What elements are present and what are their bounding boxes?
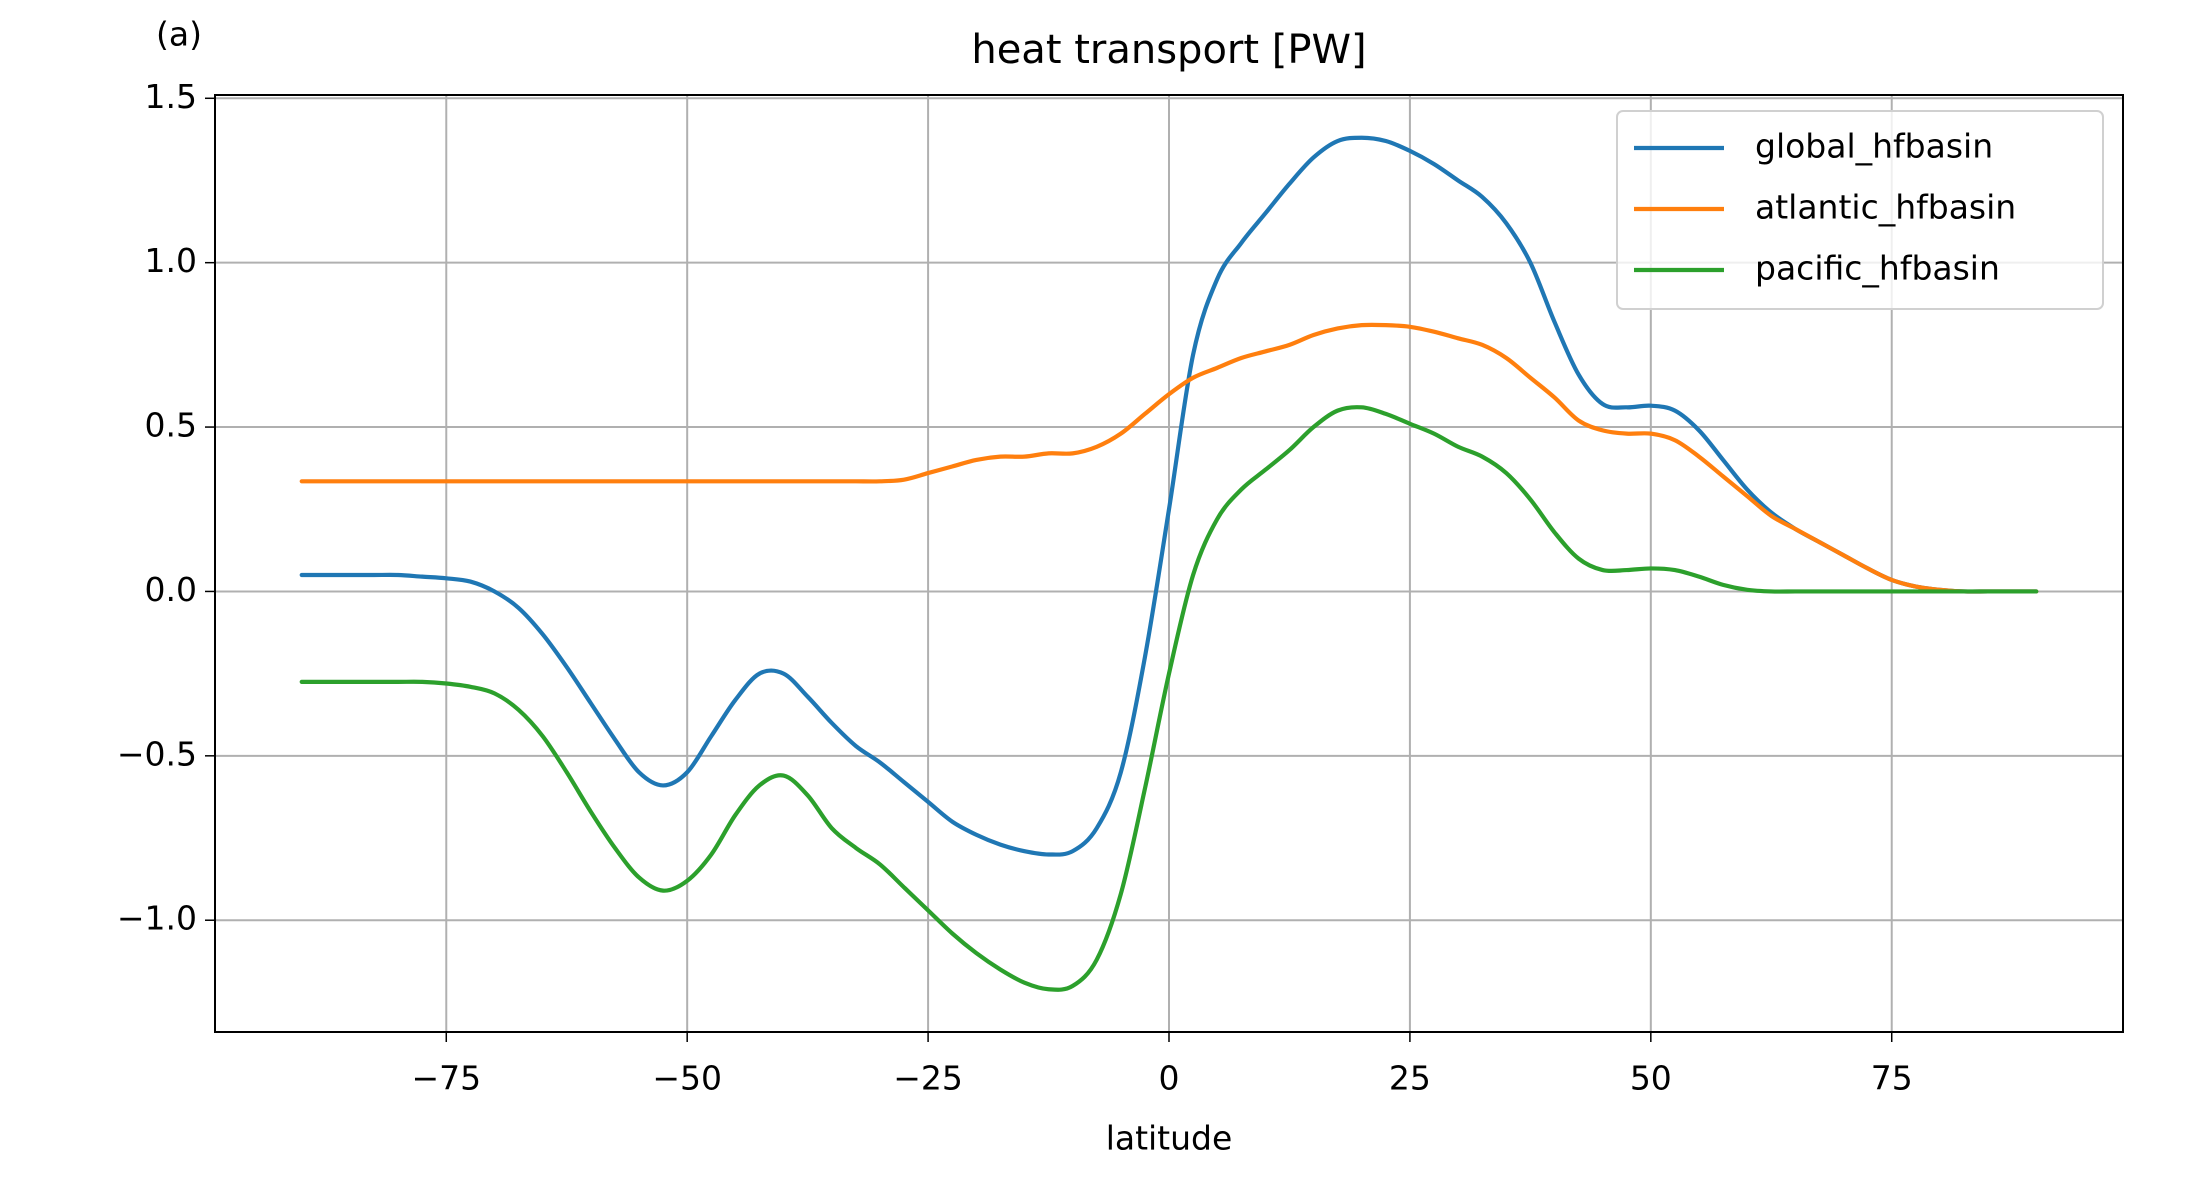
chart-title: heat transport [PW] — [971, 27, 1366, 73]
y-tick-label: −0.5 — [117, 734, 197, 773]
series-line — [299, 405, 2039, 992]
x-tick-label: −25 — [893, 1059, 963, 1098]
x-tick-label: −50 — [652, 1059, 722, 1098]
legend-label: pacific_hfbasin — [1755, 249, 2000, 288]
x-tick-label: 25 — [1389, 1059, 1431, 1098]
y-tick-label: 0.0 — [145, 570, 197, 609]
x-tick-label: −75 — [411, 1059, 481, 1098]
x-axis-label: latitude — [1106, 1119, 1233, 1158]
panel-label: (a) — [156, 15, 202, 54]
y-tick-label: −1.0 — [117, 899, 197, 938]
y-tick-label: 1.0 — [145, 241, 197, 280]
legend-label: global_hfbasin — [1755, 127, 1993, 166]
y-tick-label: 1.5 — [145, 77, 197, 116]
y-tick-label: 0.5 — [145, 406, 197, 445]
x-tick-label: 50 — [1630, 1059, 1672, 1098]
x-tick-label: 75 — [1871, 1059, 1913, 1098]
legend-label: atlantic_hfbasin — [1755, 188, 2016, 227]
series-line — [299, 135, 2039, 857]
plot-frame — [214, 94, 2124, 1033]
x-tick-label: 0 — [1159, 1059, 1180, 1098]
legend-box — [1616, 110, 2104, 310]
series-line — [299, 322, 2039, 594]
